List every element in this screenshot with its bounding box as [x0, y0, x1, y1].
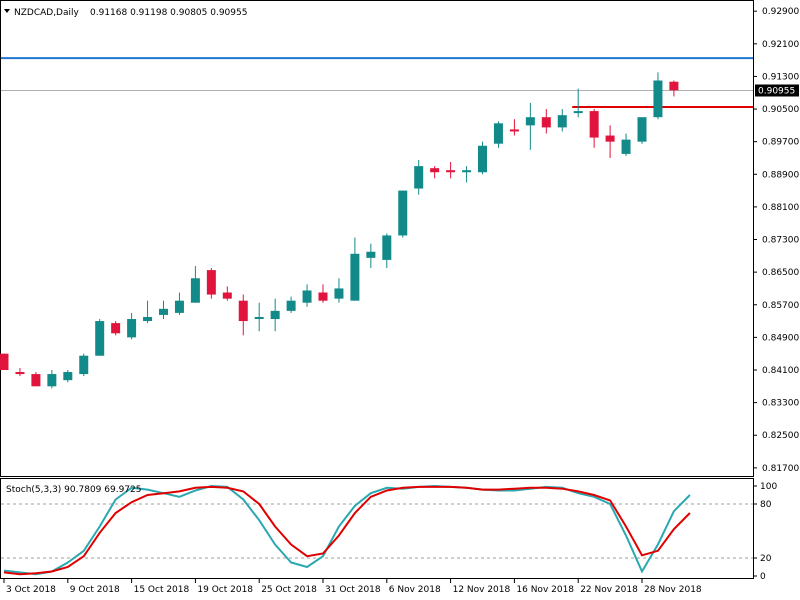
dropdown-triangle-icon[interactable]	[4, 9, 10, 13]
price-tick-label: 0.88100	[762, 203, 799, 213]
stoch-tick-label: 20	[760, 554, 772, 564]
candle-body	[398, 190, 408, 236]
candle-body	[159, 308, 168, 315]
current-price-tag	[755, 84, 799, 97]
candle-body	[430, 168, 440, 173]
candle-body	[541, 117, 551, 128]
candle-body	[302, 290, 312, 303]
price-tick-label: 0.83300	[762, 399, 799, 409]
symbol-label: NZDCAD,Daily	[14, 8, 80, 18]
time-tick-label: 31 Oct 2018	[325, 585, 381, 595]
candle-body	[557, 115, 567, 128]
candle-body	[509, 129, 519, 132]
stoch-axis: 100 80 20 0	[753, 482, 777, 582]
price-tick-label: 0.92100	[762, 40, 799, 50]
stoch-main-line	[3, 484, 691, 576]
stoch-tick-label: 100	[760, 482, 777, 492]
candle-body	[15, 372, 25, 375]
candle-body	[653, 80, 663, 118]
candle-body	[95, 321, 105, 356]
candle-body	[143, 316, 153, 322]
candle-body	[637, 117, 647, 142]
candle-body	[462, 170, 472, 173]
candle-body	[573, 111, 583, 114]
current-price-label: 0.90955	[758, 86, 795, 96]
candle-body	[350, 253, 360, 301]
candle-body	[79, 355, 89, 375]
candle-body	[493, 123, 503, 144]
time-tick-label: 15 Oct 2018	[134, 585, 190, 595]
price-tick-label: 0.84900	[762, 333, 799, 343]
candle-body	[190, 278, 200, 303]
price-tick-label: 0.87300	[762, 236, 799, 246]
price-tick-label: 0.82500	[762, 431, 799, 441]
candle-body	[206, 270, 216, 295]
candle-body	[366, 251, 376, 258]
candle-body	[254, 316, 264, 320]
candle-body	[111, 323, 121, 334]
time-axis: 3 Oct 2018 9 Oct 2018 15 Oct 2018 19 Oct 20…	[3, 579, 702, 595]
candle-body	[669, 81, 679, 91]
time-tick-label: 22 Nov 2018	[580, 585, 638, 595]
candle-body	[478, 145, 487, 173]
candles-layer	[0, 72, 679, 389]
main-chart-frame	[0, 0, 754, 477]
stoch-label: Stoch(5,3,3) 90.7809 69.9725	[6, 485, 141, 495]
candle-body	[31, 374, 41, 387]
candle-body	[621, 139, 631, 154]
price-tick-label: 0.90500	[762, 105, 799, 115]
horizontal-lines[interactable]	[1, 57, 753, 109]
candle-body	[47, 374, 57, 387]
candle-body	[238, 300, 248, 322]
time-tick-label: 3 Oct 2018	[6, 585, 56, 595]
time-tick-label: 25 Oct 2018	[261, 585, 317, 595]
candle-body	[446, 170, 456, 173]
candle-body	[0, 353, 9, 370]
candle-body	[589, 111, 599, 138]
price-tick-label: 0.89700	[762, 138, 799, 148]
time-tick-label: 6 Nov 2018	[389, 585, 441, 595]
price-tick-label: 0.81700	[762, 464, 799, 474]
candle-body	[127, 319, 137, 338]
candle-body	[605, 135, 615, 142]
time-tick-label: 16 Nov 2018	[516, 585, 574, 595]
time-tick-label: 12 Nov 2018	[453, 585, 511, 595]
time-tick-label: 28 Nov 2018	[644, 585, 702, 595]
price-tick-label: 0.84100	[762, 366, 799, 376]
price-tick-label: 0.92900	[762, 7, 799, 17]
price-tick-label: 0.88900	[762, 170, 799, 180]
ohlc-values: 0.91168 0.91198 0.90805 0.90955	[90, 8, 247, 18]
time-tick-label: 9 Oct 2018	[70, 585, 120, 595]
candle-body	[222, 292, 232, 299]
stoch-tick-label: 0	[760, 572, 766, 582]
price-tick-label: 0.91300	[762, 72, 799, 82]
stoch-tick-label: 80	[760, 500, 772, 510]
time-tick-label: 19 Oct 2018	[197, 585, 253, 595]
candle-body	[286, 300, 296, 311]
candle-body	[174, 300, 184, 313]
candle-body	[334, 288, 344, 299]
candle-body	[63, 372, 73, 381]
candle-body	[270, 310, 280, 320]
candle-body	[414, 166, 424, 189]
candle-body	[382, 235, 392, 260]
stoch-layer	[1, 484, 753, 576]
candle-body	[525, 117, 535, 126]
stoch-signal-line	[3, 485, 691, 576]
price-tick-label: 0.85700	[762, 301, 799, 311]
candle-body	[318, 292, 328, 301]
price-axis: 0.92900 0.92100 0.91300 0.90500 0.89700 0.889…	[753, 7, 799, 474]
price-tick-label: 0.86500	[762, 268, 799, 278]
